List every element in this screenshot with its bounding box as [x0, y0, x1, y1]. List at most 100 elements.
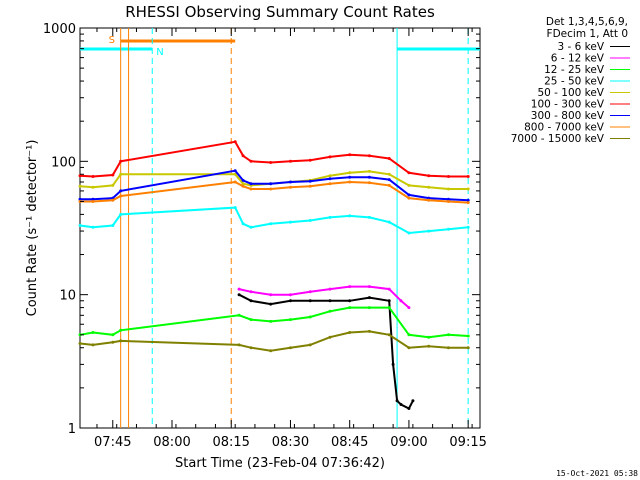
point-800-7000-kev — [233, 180, 237, 184]
point-7000-15000-kev — [91, 343, 95, 347]
point-25-50-kev — [78, 224, 82, 227]
legend-header-line: Det 1,3,4,5,6,9, — [546, 16, 628, 28]
legend-label-3-6-kev: 3 - 6 keV — [557, 41, 604, 53]
point-50-100-kev — [407, 183, 411, 187]
point-25-50-kev — [119, 212, 123, 216]
point-25-50-kev — [328, 215, 332, 219]
plot-frame — [79, 27, 481, 429]
point-25-50-kev — [269, 222, 273, 226]
point-300-800-kev — [427, 196, 431, 200]
point-25-50-kev — [249, 225, 253, 229]
y-tick-label: 1000 — [43, 22, 76, 37]
point-100-300-kev — [466, 175, 470, 178]
point-6-12-kev — [348, 285, 352, 289]
point-800-7000-kev — [427, 198, 431, 202]
point-7000-15000-kev — [308, 343, 312, 347]
point-12-25-kev — [237, 313, 241, 317]
point-25-50-kev — [466, 225, 470, 229]
point-3-6-kev — [289, 299, 292, 303]
point-12-25-kev — [289, 318, 292, 322]
point-7000-15000-kev — [367, 329, 371, 333]
legend-header-line: FDecim 1, Att 0 — [547, 28, 628, 40]
point-300-800-kev — [466, 198, 470, 202]
point-50-100-kev — [91, 185, 95, 189]
point-100-300-kev — [241, 154, 245, 158]
flag-label-n: N — [156, 47, 163, 58]
x-tick-label: 09:15 — [449, 435, 486, 450]
point-300-800-kev — [249, 182, 253, 186]
point-25-50-kev — [446, 227, 450, 231]
point-3-6-kev — [328, 299, 332, 303]
point-25-50-kev — [241, 222, 245, 226]
point-7000-15000-kev — [119, 339, 123, 343]
point-12-25-kev — [348, 306, 352, 310]
point-25-50-kev — [233, 206, 237, 210]
x-tick-label: 08:15 — [212, 435, 249, 450]
point-3-6-kev — [367, 296, 371, 300]
point-100-300-kev — [249, 159, 253, 163]
point-800-7000-kev — [119, 194, 123, 198]
point-100-300-kev — [91, 175, 95, 178]
point-800-7000-kev — [367, 181, 371, 185]
point-3-6-kev — [348, 299, 352, 303]
point-800-7000-kev — [269, 187, 273, 191]
x-tick-label: 08:45 — [331, 435, 368, 450]
point-800-7000-kev — [308, 184, 312, 188]
point-800-7000-kev — [328, 182, 332, 186]
point-300-800-kev — [407, 193, 411, 197]
point-50-100-kev — [446, 187, 450, 191]
x-axis: 07:45 08:00 08:15 08:30 08:45 09:00 09:15 — [94, 28, 487, 450]
point-7000-15000-kev — [328, 335, 332, 339]
point-3-6-kev — [387, 299, 391, 303]
point-50-100-kev — [119, 172, 123, 176]
point-100-300-kev — [367, 154, 371, 158]
point-7000-15000-kev — [348, 331, 352, 334]
point-25-50-kev — [308, 219, 312, 222]
point-3-6-kev — [399, 403, 403, 406]
point-6-12-kev — [367, 285, 371, 289]
point-3-6-kev — [237, 293, 241, 297]
point-300-800-kev — [78, 197, 82, 201]
point-100-300-kev — [407, 171, 411, 175]
point-6-12-kev — [249, 290, 253, 294]
point-6-12-kev — [269, 293, 273, 297]
point-50-100-kev — [387, 172, 391, 176]
series-25-50-kev — [79, 206, 469, 235]
point-6-12-kev — [308, 290, 312, 294]
flag-label-s: S — [109, 35, 115, 46]
point-25-50-kev — [387, 220, 391, 224]
point-800-7000-kev — [241, 184, 245, 188]
legend-label-12-25-kev: 12 - 25 keV — [544, 64, 605, 76]
point-800-7000-kev — [466, 201, 470, 205]
point-6-12-kev — [328, 287, 332, 291]
point-300-800-kev — [446, 197, 450, 201]
point-100-300-kev — [111, 173, 115, 177]
point-100-300-kev — [348, 153, 352, 157]
point-300-800-kev — [328, 177, 332, 181]
point-100-300-kev — [427, 174, 431, 178]
point-3-6-kev — [249, 299, 253, 303]
point-25-50-kev — [427, 229, 431, 233]
point-300-800-kev — [387, 178, 391, 182]
point-7000-15000-kev — [111, 340, 115, 344]
series-100-300-kev — [79, 140, 469, 178]
point-800-7000-kev — [407, 196, 411, 200]
point-12-25-kev — [119, 328, 123, 332]
point-50-100-kev — [233, 172, 237, 176]
y-axis: 1 10 100 1000 — [43, 22, 480, 437]
x-tick-label: 08:30 — [272, 435, 309, 450]
point-300-800-kev — [289, 180, 292, 184]
point-300-800-kev — [119, 189, 123, 193]
series-layer — [78, 140, 470, 410]
point-7000-15000-kev — [289, 346, 292, 350]
point-50-100-kev — [78, 184, 82, 188]
point-7000-15000-kev — [78, 342, 82, 345]
point-300-800-kev — [91, 197, 95, 201]
point-800-7000-kev — [249, 187, 253, 191]
point-100-300-kev — [328, 155, 332, 159]
point-300-800-kev — [348, 175, 352, 179]
legend-label-6-12-kev: 6 - 12 keV — [551, 53, 605, 65]
point-50-100-kev — [328, 174, 332, 178]
point-25-50-kev — [348, 214, 352, 218]
